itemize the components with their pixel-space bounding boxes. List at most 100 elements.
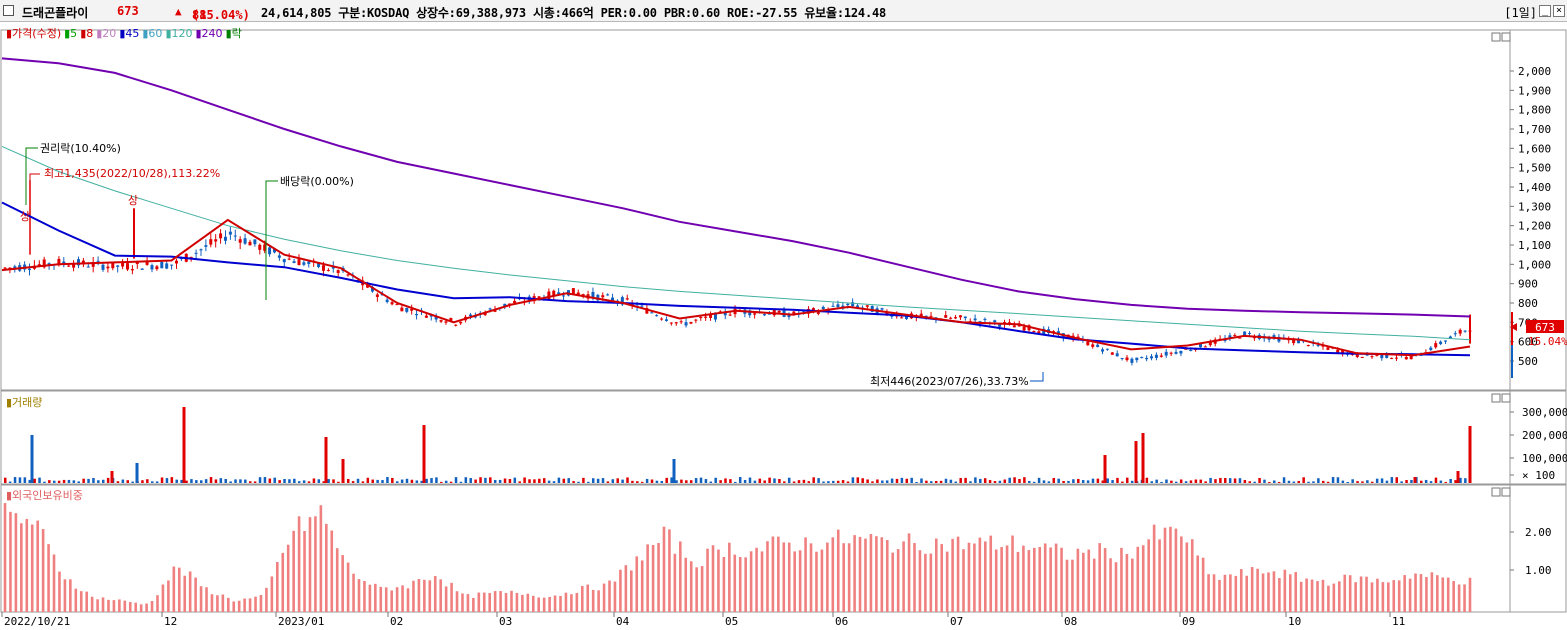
volume-bar	[890, 478, 894, 483]
volume-bar	[425, 478, 428, 483]
volume-bar	[1420, 480, 1423, 483]
candle-body	[620, 297, 624, 305]
foreign-bar	[482, 592, 486, 612]
candle-body	[552, 290, 556, 297]
volume-bar	[1371, 481, 1374, 483]
candle-body	[709, 314, 713, 318]
volume-bar	[1077, 478, 1080, 483]
foreign-bar	[548, 596, 551, 612]
foreign-bar	[586, 584, 590, 612]
volume-bar	[1277, 481, 1281, 483]
volume-bar	[106, 477, 110, 483]
price-y-label: 1,100	[1518, 239, 1551, 252]
volume-bar	[1116, 477, 1119, 483]
foreign-bar	[836, 529, 840, 612]
candle-body	[998, 324, 1002, 327]
volume-bar	[8, 481, 12, 483]
foreign-bar	[194, 577, 197, 612]
foreign-bar	[69, 579, 72, 612]
volume-spike	[341, 459, 345, 483]
foreign-bar	[472, 597, 475, 612]
minimize-button[interactable]: _	[1539, 5, 1551, 17]
foreign-bar	[1229, 574, 1232, 612]
foreign-bar	[640, 560, 644, 612]
period-selector[interactable]: [1일]	[1504, 6, 1537, 20]
volume-bar	[1346, 481, 1350, 483]
volume-bar	[1028, 481, 1031, 483]
foreign-bar	[673, 553, 677, 612]
volume-bar	[435, 477, 438, 483]
volume-bar	[939, 480, 943, 483]
x-axis-label: 05	[725, 615, 738, 628]
volume-bar	[1047, 481, 1051, 483]
foreign-panel-restore-icon	[1491, 487, 1501, 497]
candle-body	[1140, 356, 1144, 358]
volume-bar	[944, 478, 948, 483]
candle-body	[1091, 344, 1095, 347]
volume-bar	[832, 480, 835, 483]
foreign-bar	[1060, 547, 1063, 612]
candle-body	[1448, 336, 1452, 339]
foreign-bar	[123, 600, 127, 612]
foreign-bar	[58, 571, 61, 612]
foreign-bar	[847, 543, 851, 612]
candle-body	[1130, 358, 1134, 363]
candle-body	[37, 264, 41, 266]
close-button[interactable]: ×	[1553, 5, 1565, 17]
foreign-bar	[101, 597, 105, 612]
volume-bar	[258, 477, 262, 483]
volume-y-label: 300,000	[1522, 406, 1567, 419]
candle-body	[679, 321, 683, 323]
price-y-label: 2,000	[1518, 65, 1551, 78]
volume-bar	[1258, 477, 1261, 483]
foreign-bar	[243, 598, 246, 612]
volume-bar	[52, 480, 56, 483]
foreign-bar	[3, 503, 7, 612]
candle-body	[238, 239, 242, 243]
legend-item-1: ▮5	[64, 27, 78, 40]
foreign-bar	[570, 594, 573, 612]
foreign-bar	[1359, 576, 1363, 612]
candle-body	[1105, 348, 1109, 350]
foreign-bar	[907, 533, 911, 612]
foreign-bar	[918, 550, 922, 612]
candle-body	[1252, 337, 1256, 339]
candle-body	[611, 297, 615, 301]
annotation-upper: 상	[20, 210, 30, 223]
foreign-bar	[384, 587, 388, 612]
candle-body	[321, 265, 325, 271]
volume-bar	[836, 480, 840, 483]
foreign-bar	[319, 505, 323, 612]
candle-body	[929, 315, 933, 317]
volume-bar	[160, 477, 164, 483]
foreign-bar	[1027, 550, 1031, 612]
candle-body	[42, 259, 46, 268]
volume-bar	[67, 479, 71, 483]
candle-body	[870, 305, 874, 312]
foreign-bar	[956, 536, 960, 612]
foreign-bar	[798, 550, 802, 612]
candle-body	[949, 317, 953, 319]
candle-body	[1096, 344, 1100, 348]
candle-body	[165, 263, 169, 269]
candle-body	[983, 318, 987, 320]
volume-bar	[743, 479, 747, 483]
volume-bar	[719, 480, 722, 483]
foreign-bar	[537, 597, 541, 612]
rights-marker	[25, 147, 38, 205]
volume-bar	[763, 480, 766, 483]
foreign-bar	[1136, 546, 1140, 612]
candle-body	[336, 270, 340, 273]
candle-body	[1154, 354, 1158, 358]
foreign-bar	[1441, 577, 1445, 612]
select-checkbox[interactable]	[3, 5, 14, 16]
candle-body	[713, 312, 717, 320]
foreign-bar	[1376, 578, 1379, 612]
foreign-bar	[1212, 574, 1216, 612]
volume-bar	[626, 477, 629, 483]
candle-body	[1012, 325, 1016, 328]
volume-bar	[297, 481, 301, 483]
foreign-bar	[1169, 526, 1172, 612]
volume-bar	[366, 477, 370, 483]
